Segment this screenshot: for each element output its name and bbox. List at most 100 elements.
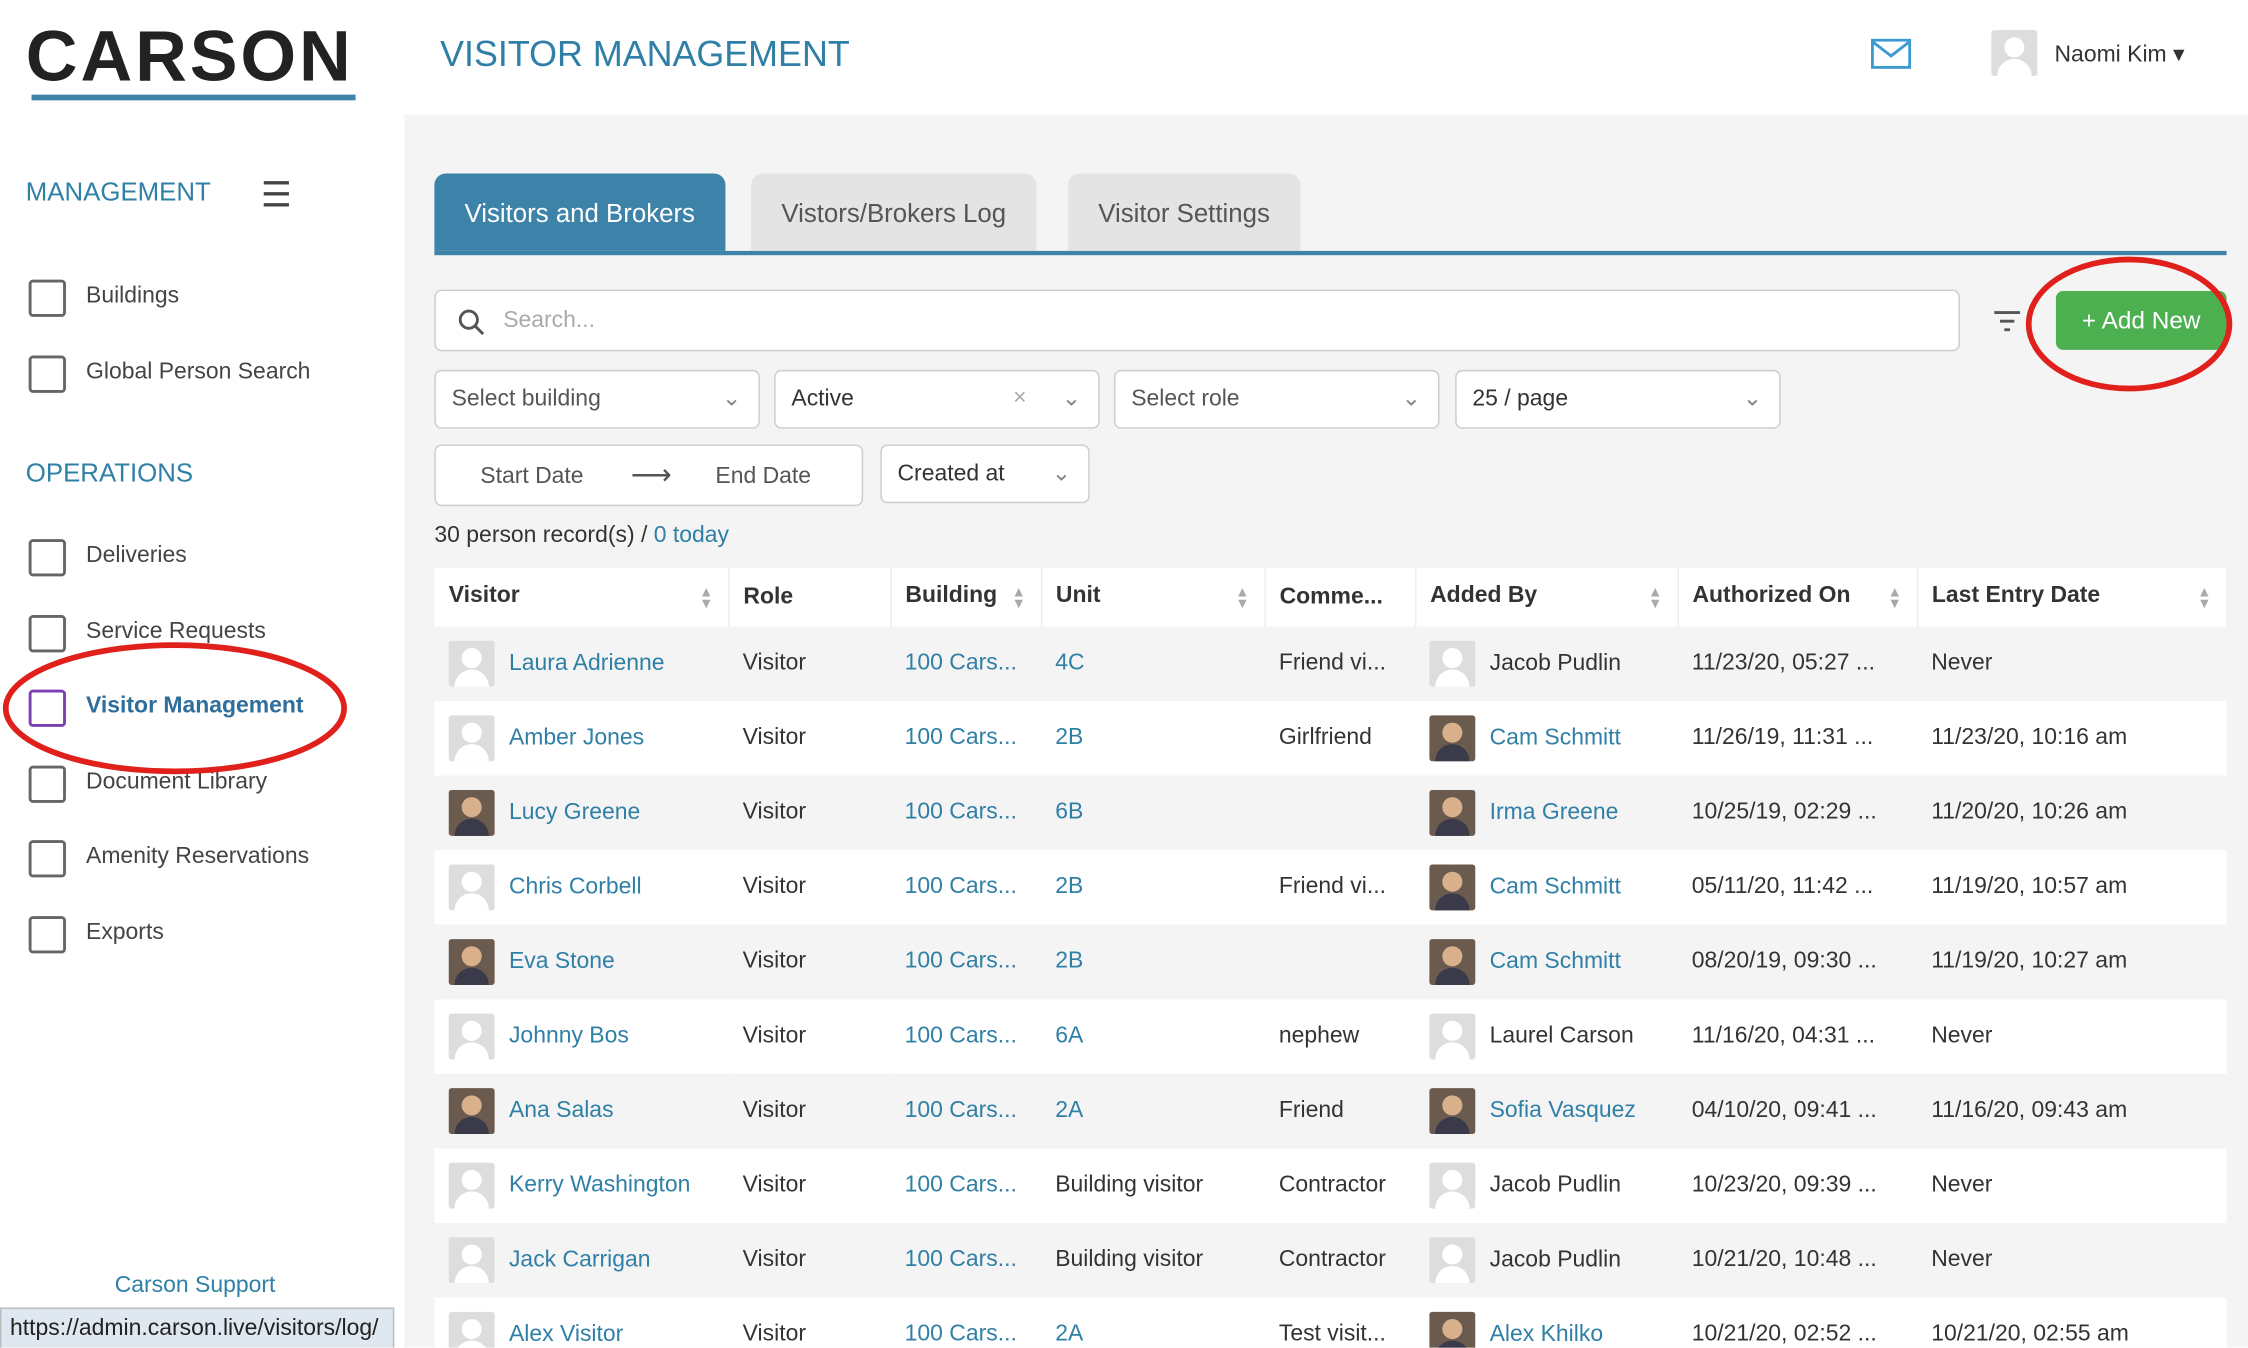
column-header[interactable]: Comme... <box>1264 567 1416 627</box>
nav-item[interactable]: Exports <box>86 920 164 945</box>
cell-text: Contractor <box>1278 1247 1386 1272</box>
cell-text[interactable]: 100 Cars... <box>904 1098 1017 1123</box>
cell-text[interactable]: Alex Khilko <box>1489 1322 1604 1347</box>
table-cell: 11/23/20, 05:27 ... <box>1677 626 1917 702</box>
nav-item[interactable]: Document Library <box>86 769 268 795</box>
sort-icon[interactable]: ▲ ▼ <box>2197 584 2212 613</box>
table-cell: 2B <box>1040 701 1265 776</box>
cell-text[interactable]: Ana Salas <box>508 1098 614 1123</box>
column-header[interactable]: Role <box>728 567 892 627</box>
cell-text[interactable]: Cam Schmitt <box>1489 874 1621 900</box>
user-name[interactable]: Naomi Kim <box>2054 43 2167 68</box>
search-icon <box>458 309 485 336</box>
sort-icon[interactable]: ▲ ▼ <box>1648 584 1663 613</box>
cell-text[interactable]: Cam Schmitt <box>1489 725 1621 751</box>
end-date[interactable]: End Date <box>715 464 812 489</box>
cell-text[interactable]: Alex Visitor <box>508 1322 624 1347</box>
nav-item[interactable]: Buildings <box>86 283 180 309</box>
avatar <box>1429 864 1476 911</box>
cell-text: Visitor <box>742 1098 806 1123</box>
table-cell: Visitor <box>728 701 891 776</box>
role-select[interactable]: Select role ⌄ <box>1113 369 1440 429</box>
column-header[interactable]: Added By ▲ ▼ <box>1415 567 1679 627</box>
cell-text[interactable]: Chris Corbell <box>508 874 642 900</box>
cell-text[interactable]: 100 Cars... <box>904 800 1017 825</box>
page-size-select[interactable]: 25 / page ⌄ <box>1455 369 1781 429</box>
logo[interactable]: CARSON <box>25 15 354 97</box>
cell-text[interactable]: 100 Cars... <box>904 874 1017 899</box>
start-date[interactable]: Start Date <box>480 464 584 489</box>
cell-text: Jacob Pudlin <box>1489 651 1621 676</box>
tab[interactable]: Visitor Settings <box>1068 173 1300 251</box>
add-new-button[interactable]: + Add New <box>2055 291 2227 350</box>
cell-text[interactable]: Eva Stone <box>508 949 615 974</box>
nav-item[interactable]: Global Person Search <box>86 359 311 385</box>
status-select[interactable]: Active × ⌄ <box>774 369 1100 429</box>
table-row: Eva Stone Visitor 100 Cars... 2B Cam Schmitt… <box>434 924 2227 1000</box>
cell-text[interactable]: 100 Cars... <box>904 1247 1017 1272</box>
cell-text[interactable]: 2B <box>1055 725 1084 750</box>
cell-text[interactable]: 2A <box>1055 1321 1084 1347</box>
table-row: Lucy Greene Visitor 100 Cars... 6B Irma Gree… <box>434 775 2227 851</box>
cell-text[interactable]: 6A <box>1055 1023 1084 1049</box>
cell-text[interactable]: 2B <box>1055 949 1084 974</box>
today-link[interactable]: 0 today <box>653 523 729 548</box>
menu-toggle[interactable]: ☰ <box>260 176 292 216</box>
cell-text[interactable]: Kerry Washington <box>508 1173 691 1198</box>
user-avatar[interactable] <box>1991 30 2038 76</box>
cell-text[interactable]: 100 Cars... <box>904 1321 1017 1347</box>
column-title: Added By <box>1430 583 1538 608</box>
table-cell: Test visit... <box>1264 1297 1416 1348</box>
cell-text[interactable]: Johnny Bos <box>508 1023 629 1049</box>
table-cell: 10/21/20, 02:52 ... <box>1677 1297 1917 1348</box>
cell-text: nephew <box>1278 1023 1360 1049</box>
table-cell: Jacob Pudlin <box>1415 1148 1678 1223</box>
mail-icon[interactable] <box>1870 38 1912 71</box>
table-cell: Alex Khilko <box>1415 1297 1678 1348</box>
nav-item[interactable]: Deliveries <box>86 543 187 568</box>
cell-text[interactable]: Irma Greene <box>1489 800 1619 825</box>
support-link[interactable]: Carson Support <box>114 1273 276 1298</box>
column-header[interactable]: Building ▲ ▼ <box>890 567 1042 627</box>
sort-icon[interactable]: ▲ ▼ <box>1887 584 1902 613</box>
cell-text[interactable]: Laura Adrienne <box>508 651 665 676</box>
tab[interactable]: Vistors/Brokers Log <box>751 173 1037 251</box>
cell-text[interactable]: Jack Carrigan <box>508 1247 651 1273</box>
date-range[interactable]: Start Date ⟶ End Date <box>434 444 864 507</box>
cell-text[interactable]: 2A <box>1055 1098 1084 1123</box>
cell-text[interactable]: Lucy Greene <box>508 800 641 825</box>
tab[interactable]: Visitors and Brokers <box>434 173 726 251</box>
column-header[interactable]: Unit ▲ ▼ <box>1040 567 1266 627</box>
search-box[interactable]: Search... <box>434 289 1960 352</box>
cell-text[interactable]: 100 Cars... <box>904 650 1017 676</box>
cell-text[interactable]: Sofia Vasquez <box>1489 1098 1636 1123</box>
sort-icon[interactable]: ▲ ▼ <box>1235 584 1250 613</box>
filter-icon[interactable] <box>1993 310 2022 333</box>
cell-text[interactable]: 2B <box>1055 874 1084 899</box>
cell-text[interactable]: 100 Cars... <box>904 949 1017 974</box>
building-select[interactable]: Select building ⌄ <box>434 369 760 429</box>
cell-text[interactable]: 4C <box>1055 650 1085 676</box>
nav-item[interactable]: Service Requests <box>86 619 266 644</box>
column-header[interactable]: Last Entry Date ▲ ▼ <box>1916 567 2228 627</box>
sort-icon[interactable]: ▲ ▼ <box>699 584 714 613</box>
nav-item[interactable]: Visitor Management <box>86 693 304 719</box>
column-header[interactable]: Visitor ▲ ▼ <box>434 567 730 627</box>
cell-text[interactable]: Cam Schmitt <box>1489 949 1621 974</box>
cell-text[interactable]: 100 Cars... <box>904 725 1017 750</box>
user-menu[interactable]: Naomi Kim ▾ <box>2054 43 2185 68</box>
table-cell: 6B <box>1040 775 1265 851</box>
cell-text[interactable]: 100 Cars... <box>904 1172 1017 1198</box>
table-cell: Visitor <box>728 1148 891 1223</box>
sort-select[interactable]: Created at ⌄ <box>880 444 1090 504</box>
cell-text[interactable]: 100 Cars... <box>904 1023 1017 1049</box>
sort-icon[interactable]: ▲ ▼ <box>1011 584 1026 613</box>
table-cell: 08/20/19, 09:30 ... <box>1677 924 1917 1000</box>
cell-text[interactable]: 6B <box>1055 800 1084 825</box>
cell-text: 10/21/20, 02:55 am <box>1931 1321 2129 1347</box>
clear-icon[interactable]: × <box>1013 385 1027 411</box>
cell-text[interactable]: Amber Jones <box>508 725 645 751</box>
nav-item[interactable]: Amenity Reservations <box>86 844 310 869</box>
table-cell: Sofia Vasquez <box>1415 1073 1678 1149</box>
column-header[interactable]: Authorized On ▲ ▼ <box>1677 567 1918 627</box>
